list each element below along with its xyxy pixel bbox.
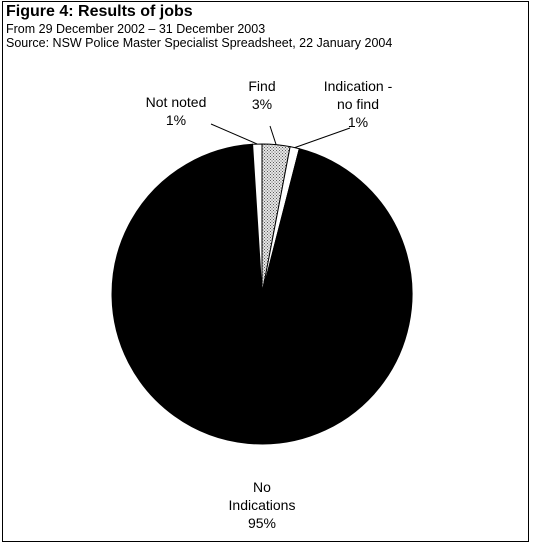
leader-line <box>210 123 258 145</box>
pie-slice-not-noted <box>252 143 263 295</box>
leader-line <box>294 127 351 149</box>
leader-line <box>269 125 277 145</box>
leader-lines <box>210 123 351 149</box>
slice-label: Not noted 1% <box>146 94 207 128</box>
chart-date-range: From 29 December 2002 – 31 December 2003 <box>6 22 266 36</box>
slice-label-line: 1% <box>166 112 186 128</box>
slice-label: Indication - no find 1% <box>324 78 393 130</box>
slice-label-line: Find <box>248 78 275 94</box>
slice-label-line: 1% <box>348 114 368 130</box>
slice-label: No Indications 95% <box>229 479 296 531</box>
pie-slice-no <box>111 143 413 445</box>
pie-slices <box>111 143 413 445</box>
slice-label-line: no find <box>337 96 379 112</box>
chart-frame <box>2 1 529 542</box>
chart-title: Figure 4: Results of jobs <box>6 3 193 20</box>
slice-labels: Find 3% Indication - no find 1% No Indications… <box>146 78 393 531</box>
slice-label-line: Indication - <box>324 78 393 94</box>
slice-label-line: 95% <box>248 515 276 531</box>
slice-label: Find 3% <box>248 78 275 112</box>
chart-source: Source: NSW Police Master Specialist Spr… <box>6 36 393 50</box>
slice-label-line: Indications <box>229 497 296 513</box>
slice-label-line: Not noted <box>146 94 207 110</box>
slice-label-line: No <box>253 479 271 495</box>
slice-label-line: 3% <box>252 96 272 112</box>
